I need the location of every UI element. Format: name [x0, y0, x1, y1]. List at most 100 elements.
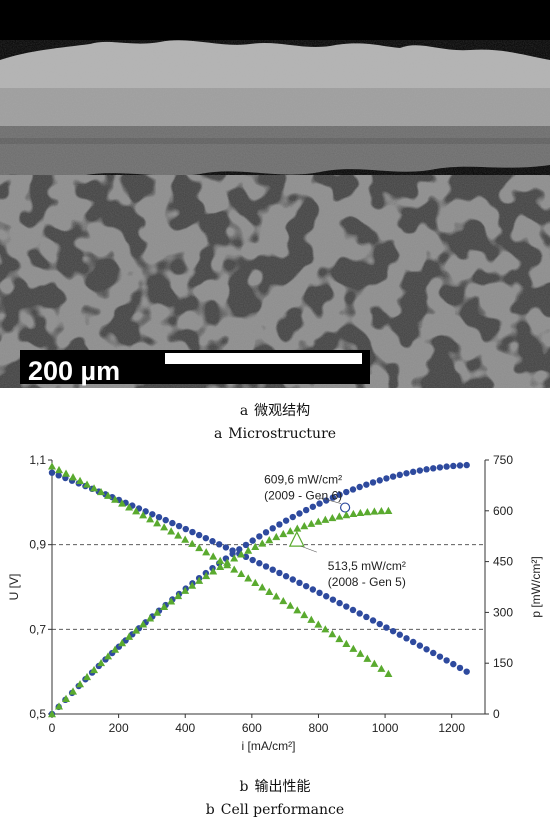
voltage-point: [216, 556, 225, 564]
voltage-point: [55, 465, 64, 474]
power-point: [242, 541, 250, 549]
voltage-point: [349, 644, 358, 652]
power-point: [349, 486, 357, 493]
power-point: [363, 508, 372, 516]
voltage-point: [111, 495, 120, 503]
voltage-point: [162, 516, 169, 524]
voltage-point: [302, 582, 310, 590]
voltage-point: [314, 620, 323, 628]
power-point: [236, 546, 243, 553]
voltage-point: [279, 596, 288, 605]
power-point: [289, 513, 296, 521]
power-point: [279, 529, 288, 538]
voltage-point: [363, 613, 370, 621]
y-right-axis-label: p [mW/cm²]: [529, 556, 543, 617]
y-right-tick-label: 300: [493, 605, 513, 619]
voltage-point: [237, 569, 246, 578]
power-point: [329, 494, 337, 501]
caption-b-en: b Cell performance: [205, 802, 345, 818]
voltage-point: [272, 592, 281, 600]
power-point: [104, 652, 113, 660]
voltage-point: [97, 487, 106, 496]
caption-a-en: a Microstructure: [213, 426, 337, 442]
voltage-point: [289, 576, 296, 583]
voltage-point: [69, 473, 78, 481]
voltage-point: [286, 601, 295, 609]
voltage-point: [463, 668, 470, 675]
y-left-tick-label: 0,5: [29, 707, 46, 721]
voltage-point: [175, 522, 183, 530]
power-point: [286, 527, 295, 535]
annotation-line1: 513,5 mW/cm²: [328, 559, 406, 573]
y-right-tick-label: 750: [493, 453, 513, 467]
voltage-point: [282, 573, 290, 580]
x-tick-label: 800: [308, 721, 328, 735]
voltage-point: [377, 664, 386, 672]
power-point: [456, 462, 464, 469]
power-point: [328, 513, 337, 522]
power-point: [296, 510, 303, 517]
power-point: [251, 542, 260, 551]
y-right-tick-label: 600: [493, 504, 513, 518]
voltage-point: [262, 563, 270, 570]
voltage-point: [104, 491, 113, 499]
power-point: [383, 475, 390, 482]
voltage-point: [396, 631, 403, 638]
voltage-point: [403, 635, 410, 642]
voltage-point: [222, 544, 230, 551]
voltage-point: [389, 627, 397, 635]
voltage-point: [436, 653, 444, 660]
voltage-point: [160, 523, 169, 531]
voltage-point: [195, 531, 203, 539]
power-point: [269, 525, 276, 532]
voltage-point: [329, 596, 337, 603]
power-point: [146, 614, 155, 622]
voltage-point: [256, 560, 263, 567]
voltage-point: [293, 606, 302, 614]
voltage-point: [132, 507, 141, 515]
power-point: [389, 473, 397, 480]
voltage-point: [48, 462, 56, 470]
caption-b-cn: b 输出性能: [239, 779, 311, 795]
micrograph-image: 200 µm: [0, 0, 550, 388]
voltage-point: [296, 579, 303, 587]
power-point: [416, 467, 424, 474]
voltage-point: [155, 513, 163, 521]
power-point: [349, 509, 358, 518]
voltage-point: [55, 472, 62, 479]
voltage-point: [258, 583, 267, 591]
x-tick-label: 600: [242, 721, 262, 735]
power-point: [111, 645, 120, 653]
power-point: [309, 503, 317, 510]
voltage-point: [174, 531, 183, 539]
scalebar: [165, 353, 362, 364]
y-left-tick-label: 0,9: [29, 538, 46, 552]
power-point: [76, 680, 85, 688]
power-point: [223, 558, 232, 566]
voltage-point: [265, 587, 274, 595]
power-point: [316, 500, 323, 507]
voltage-point: [335, 634, 344, 643]
power-point: [302, 506, 310, 514]
voltage-point: [423, 646, 430, 653]
power-point: [276, 521, 283, 528]
voltage-point: [182, 525, 189, 533]
annotation-line1: 609,6 mW/cm²: [264, 473, 342, 487]
voltage-point: [356, 649, 365, 657]
voltage-point: [202, 548, 211, 556]
cell-performance-chart: 0 200 400 600 800 1000 1200 0,5 0,7 0,9 1,1 0 150 300…: [7, 453, 543, 753]
power-point: [237, 550, 246, 558]
voltage-point: [430, 649, 437, 657]
voltage-point: [328, 630, 337, 638]
voltage-point: [363, 654, 372, 662]
power-point: [97, 658, 106, 667]
caption-a-cn: a 微观结构: [239, 403, 311, 419]
voltage-point: [409, 638, 417, 646]
power-point: [403, 470, 410, 477]
power-point: [450, 462, 457, 470]
power-point: [55, 702, 64, 710]
voltage-point: [376, 620, 383, 628]
voltage-point: [167, 527, 176, 535]
voltage-point: [356, 610, 363, 617]
voltage-point: [249, 556, 256, 564]
